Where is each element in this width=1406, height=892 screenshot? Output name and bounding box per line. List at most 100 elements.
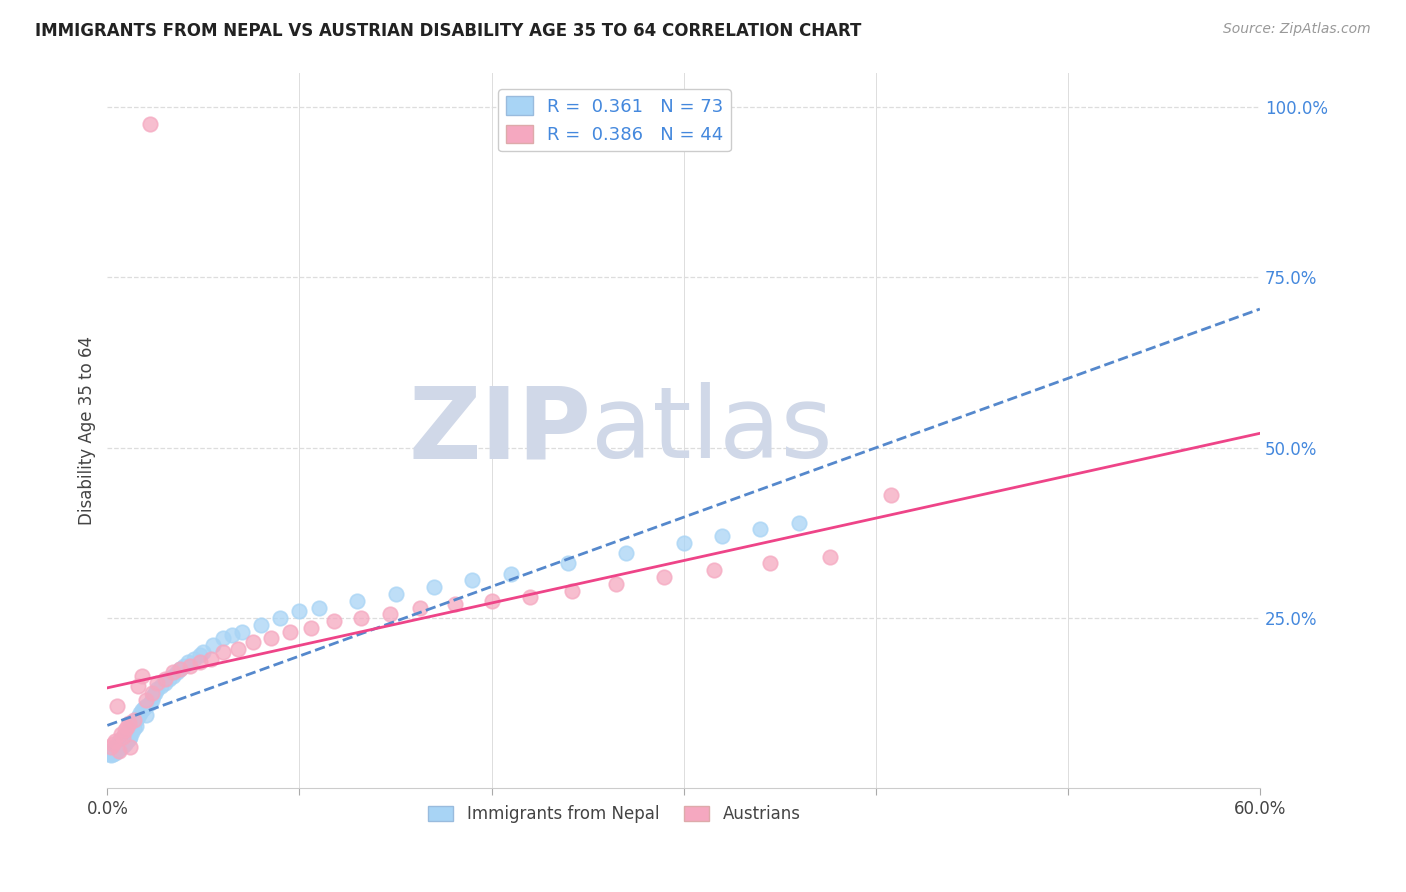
Point <box>105 739 128 753</box>
Point <box>444 597 467 611</box>
Point <box>177 655 200 669</box>
Point <box>105 699 128 714</box>
Point <box>120 740 142 755</box>
Point <box>654 570 676 584</box>
Point <box>703 563 725 577</box>
Point <box>211 632 233 646</box>
Point <box>141 686 163 700</box>
Point <box>166 665 188 680</box>
Point <box>135 699 157 714</box>
Point <box>111 730 134 744</box>
Point <box>121 716 143 731</box>
Point <box>108 733 131 747</box>
Point <box>108 737 131 751</box>
Point <box>561 583 583 598</box>
Point <box>122 721 145 735</box>
Point <box>120 720 142 734</box>
Point <box>193 645 215 659</box>
Text: IMMIGRANTS FROM NEPAL VS AUSTRIAN DISABILITY AGE 35 TO 64 CORRELATION CHART: IMMIGRANTS FROM NEPAL VS AUSTRIAN DISABI… <box>35 22 862 40</box>
Point <box>200 652 222 666</box>
Point <box>299 621 322 635</box>
Point <box>101 744 124 758</box>
Text: Source: ZipAtlas.com: Source: ZipAtlas.com <box>1223 22 1371 37</box>
Point <box>242 634 264 648</box>
Point <box>101 741 124 756</box>
Point <box>141 692 163 706</box>
Point <box>183 652 205 666</box>
Point <box>557 557 579 571</box>
Point <box>114 728 136 742</box>
Point <box>111 730 134 744</box>
Point <box>104 746 127 760</box>
Text: ZIP: ZIP <box>409 382 592 479</box>
Point <box>135 707 157 722</box>
Text: atlas: atlas <box>592 382 832 479</box>
Point <box>346 594 368 608</box>
Point <box>110 727 132 741</box>
Point <box>142 690 165 704</box>
Point <box>117 723 139 738</box>
Point <box>188 648 211 663</box>
Point <box>173 658 195 673</box>
Point <box>110 735 132 749</box>
Point <box>108 741 131 756</box>
Point <box>105 740 128 755</box>
Point <box>127 679 149 693</box>
Point <box>499 566 522 581</box>
Point <box>350 611 373 625</box>
Point <box>131 669 153 683</box>
Point <box>111 739 134 753</box>
Point <box>378 607 401 622</box>
Point <box>100 746 122 760</box>
Point <box>132 701 155 715</box>
Point <box>278 624 301 639</box>
Point <box>519 591 541 605</box>
Point <box>288 604 311 618</box>
Point <box>104 742 127 756</box>
Point <box>105 744 128 758</box>
Point <box>226 641 249 656</box>
Point <box>138 117 160 131</box>
Point <box>169 662 191 676</box>
Point <box>250 617 273 632</box>
Point <box>125 713 148 727</box>
Point <box>202 638 225 652</box>
Legend: Immigrants from Nepal, Austrians: Immigrants from Nepal, Austrians <box>422 798 807 830</box>
Point <box>115 720 138 734</box>
Point <box>131 703 153 717</box>
Point <box>121 725 143 739</box>
Point <box>221 628 243 642</box>
Point <box>162 665 184 680</box>
Point <box>125 718 148 732</box>
Point <box>117 716 139 731</box>
Point <box>461 574 484 588</box>
Point <box>759 557 782 571</box>
Point <box>138 696 160 710</box>
Y-axis label: Disability Age 35 to 64: Disability Age 35 to 64 <box>79 336 96 525</box>
Point <box>787 516 810 530</box>
Point <box>211 645 233 659</box>
Point <box>117 732 139 747</box>
Point <box>110 740 132 755</box>
Point <box>179 658 201 673</box>
Point <box>120 730 142 744</box>
Point <box>127 709 149 723</box>
Point <box>259 632 281 646</box>
Point <box>749 522 772 536</box>
Point <box>114 737 136 751</box>
Point <box>100 740 122 755</box>
Point <box>711 529 734 543</box>
Point <box>481 594 503 608</box>
Point <box>880 488 903 502</box>
Point <box>104 733 127 747</box>
Point <box>146 675 169 690</box>
Point <box>384 587 406 601</box>
Point <box>409 600 432 615</box>
Point <box>614 546 637 560</box>
Point <box>115 733 138 747</box>
Point <box>101 747 124 761</box>
Point <box>169 662 191 676</box>
Point <box>818 549 841 564</box>
Point <box>605 577 627 591</box>
Point <box>145 686 167 700</box>
